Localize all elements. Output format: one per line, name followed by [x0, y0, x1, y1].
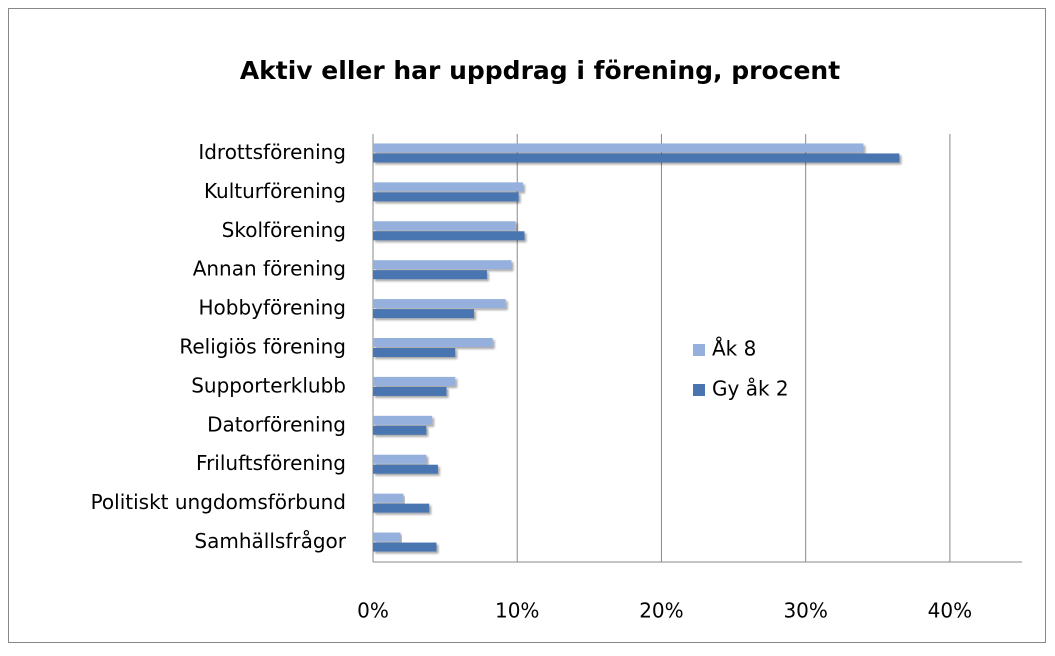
- x-tick-label: 40%: [928, 599, 972, 623]
- y-tick-label: Datorförening: [207, 412, 346, 436]
- bar: [373, 309, 474, 319]
- legend-label: Åk 8: [712, 337, 756, 361]
- bar: [373, 493, 404, 503]
- legend-label: Gy åk 2: [712, 377, 789, 401]
- bar: [373, 182, 523, 192]
- bar: [373, 503, 430, 513]
- x-tick-label: 30%: [783, 599, 827, 623]
- y-tick-label: Politiskt ungdomsförbund: [91, 490, 346, 514]
- y-tick-label: Samhällsfrågor: [194, 529, 346, 553]
- bar: [373, 348, 456, 357]
- x-tick-label: 10%: [495, 599, 539, 623]
- bar: [373, 221, 516, 231]
- bar: [373, 192, 519, 202]
- bar: [373, 260, 512, 270]
- bar: [373, 299, 506, 309]
- x-tick-label: 0%: [357, 599, 389, 623]
- bar: [373, 425, 427, 435]
- bar: [373, 231, 525, 241]
- bar: [373, 464, 438, 474]
- legend-swatch: [693, 344, 705, 356]
- y-tick-label: Friluftsförening: [196, 451, 346, 475]
- bar: [373, 376, 456, 386]
- chart-title: Aktiv eller har uppdrag i förening, proc…: [240, 56, 840, 85]
- y-tick-label: Skolförening: [222, 218, 346, 242]
- bar: [373, 153, 900, 163]
- bar: [373, 542, 437, 552]
- chart-border: [8, 8, 1046, 643]
- y-tick-label: Kulturförening: [204, 179, 346, 203]
- bar: [373, 338, 493, 347]
- bar: [373, 143, 864, 153]
- x-tick-label: 20%: [639, 599, 683, 623]
- bar: [373, 454, 427, 464]
- legend-swatch: [693, 384, 705, 396]
- bar: [373, 270, 487, 280]
- bar: [373, 415, 433, 425]
- y-tick-label: Religiös förening: [179, 335, 346, 359]
- y-tick-label: Idrottsförening: [198, 140, 346, 164]
- y-tick-label: Supporterklubb: [191, 373, 346, 397]
- bar: [373, 386, 447, 396]
- y-tick-label: Annan förening: [193, 257, 346, 281]
- y-tick-label: Hobbyförening: [199, 296, 346, 320]
- bar: [373, 532, 401, 542]
